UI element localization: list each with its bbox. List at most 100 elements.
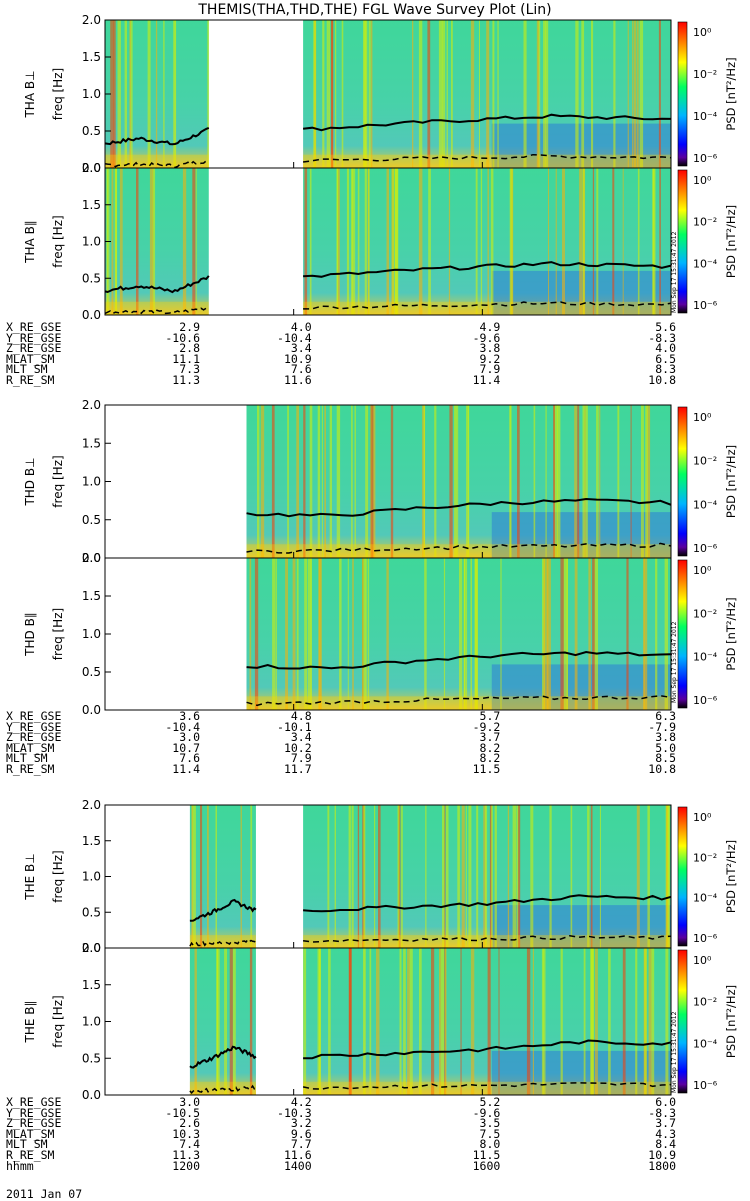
ephemeris-value: -10.6: [165, 330, 200, 345]
y-tick-label: 1.0: [82, 1015, 101, 1029]
wave-burst: [338, 168, 340, 315]
wave-burst: [423, 405, 426, 558]
wave-burst: [523, 20, 527, 168]
wave-burst: [395, 168, 399, 315]
wave-burst: [644, 948, 647, 1095]
wave-burst: [541, 948, 544, 1095]
wave-burst: [577, 405, 580, 558]
wave-burst: [494, 805, 497, 948]
wave-burst: [173, 20, 176, 168]
panel-yunit: freq [Hz]: [51, 608, 65, 660]
wave-burst: [313, 20, 317, 168]
wave-burst: [596, 168, 599, 315]
wave-burst: [560, 948, 563, 1095]
wave-burst: [254, 558, 259, 710]
wave-burst: [427, 20, 431, 168]
wave-burst: [530, 805, 534, 948]
ephemeris-label: R_RE_SM: [6, 1147, 55, 1162]
wave-burst: [390, 405, 394, 558]
wave-burst: [119, 168, 123, 315]
ephemeris-label: R_RE_SM: [6, 372, 55, 387]
ephemeris-value: 2.6: [179, 1116, 200, 1131]
wave-burst: [409, 948, 413, 1095]
wave-burst: [596, 405, 599, 558]
wave-burst: [585, 405, 588, 558]
wave-burst: [272, 558, 276, 710]
wave-burst: [363, 20, 365, 168]
wave-burst: [667, 805, 670, 948]
ephemeris-value: 5.7: [479, 709, 501, 723]
ephemeris-row: R_RE_SM 11.3 11.6 11.5 10.9: [6, 1147, 706, 1162]
ephemeris-value: 3.7: [479, 730, 501, 745]
wave-burst: [627, 20, 629, 168]
wave-burst: [207, 805, 209, 948]
wave-burst: [285, 558, 288, 710]
half-gyrofrequency-line: [189, 938, 257, 947]
timestamp-stamp: Mon Sep 17 15:31:47 2012: [671, 621, 678, 703]
gyrofrequency-line: [246, 497, 672, 518]
wave-burst: [498, 948, 500, 1095]
wave-burst: [632, 20, 634, 168]
ephemeris-row: X_RE_GSE 3.0 4.2 5.2 6.0: [6, 1095, 706, 1109]
wave-burst: [110, 20, 114, 168]
wave-burst: [538, 20, 541, 168]
wave-burst: [457, 805, 460, 948]
wave-burst: [574, 558, 578, 710]
wave-burst: [401, 805, 403, 948]
ephemeris-row: Z_RE_GSE 3.0 3.4 3.7 3.8: [6, 732, 706, 743]
panel-ylabel: THE B∥: [23, 1001, 37, 1044]
wave-burst: [454, 405, 457, 558]
y-tick-label: 2.0: [82, 13, 101, 27]
ephemeris-row: Z_RE_GSE 2.6 3.2 3.5 3.7: [6, 1118, 706, 1129]
wave-burst: [337, 168, 339, 315]
wave-burst: [370, 405, 374, 558]
wave-burst: [386, 168, 389, 315]
ephemeris-table-tha: X_RE_GSE 2.9 4.0 4.9 5.6 Y_RE_GSE -10.6 -10.4 -9…: [6, 321, 706, 387]
ephemeris-label: X_RE_GSE: [6, 1095, 62, 1109]
wave-burst: [428, 168, 431, 315]
colorbar: [677, 406, 688, 557]
half-gyrofrequency-line: [303, 153, 672, 163]
colorbar-tick-label: 10⁰: [693, 954, 712, 967]
colorbar-label: PSD [nT²/Hz]: [724, 205, 738, 278]
wave-burst: [655, 558, 658, 710]
ephemeris-value: 10.7: [172, 740, 200, 755]
panel-ylabel: THA B⊥: [23, 70, 37, 118]
y-tick-label: 0.0: [82, 308, 101, 322]
gyrofrequency-line: [104, 275, 210, 294]
wave-burst: [403, 948, 406, 1095]
wave-burst: [174, 20, 177, 168]
colorbar-tick-label: 10⁻²: [693, 216, 717, 229]
ephemeris-value: 3.7: [655, 1116, 676, 1131]
ephemeris-value: 11.1: [172, 351, 200, 366]
gyrofrequency-line: [303, 894, 672, 913]
colorbar-tick-label: 10⁻⁴: [693, 651, 718, 664]
colorbar-tick-label: 10⁻⁶: [693, 542, 718, 555]
ephemeris-row: MLAT_SM 10.3 9.6 7.5 4.3: [6, 1128, 706, 1140]
colorbar-tick-label: 10⁰: [693, 811, 712, 824]
ephemeris-value: 8.3: [655, 362, 676, 377]
wave-burst: [480, 168, 483, 315]
wave-burst: [474, 558, 478, 710]
ephemeris-value: 1200: [172, 1158, 200, 1173]
wave-burst: [526, 948, 531, 1095]
wave-burst: [419, 948, 422, 1095]
gyrofrequency-line: [189, 1045, 257, 1069]
panel-ylabel: THA B∥: [23, 220, 37, 264]
colorbar-label: PSD [nT²/Hz]: [724, 597, 738, 670]
ephemeris-value: 7.9: [290, 751, 312, 766]
wave-burst: [397, 805, 400, 948]
wave-burst: [249, 948, 253, 1095]
ephemeris-label: hhmm: [6, 1158, 34, 1173]
wave-burst: [636, 805, 640, 948]
colorbar-tick-label: 10⁻⁶: [693, 1079, 718, 1092]
ephemeris-row: MLT_SM 7.6 7.9 8.2 8.5: [6, 753, 706, 764]
wave-burst: [341, 20, 344, 168]
colorbar-tick-label: 10⁻⁶: [693, 932, 718, 945]
wave-burst: [584, 405, 586, 558]
half-gyrofrequency-line: [189, 1084, 257, 1095]
ephemeris-value: 8.0: [479, 1137, 501, 1152]
wave-burst: [622, 168, 624, 315]
wave-burst: [599, 805, 601, 948]
wave-burst: [392, 168, 394, 315]
